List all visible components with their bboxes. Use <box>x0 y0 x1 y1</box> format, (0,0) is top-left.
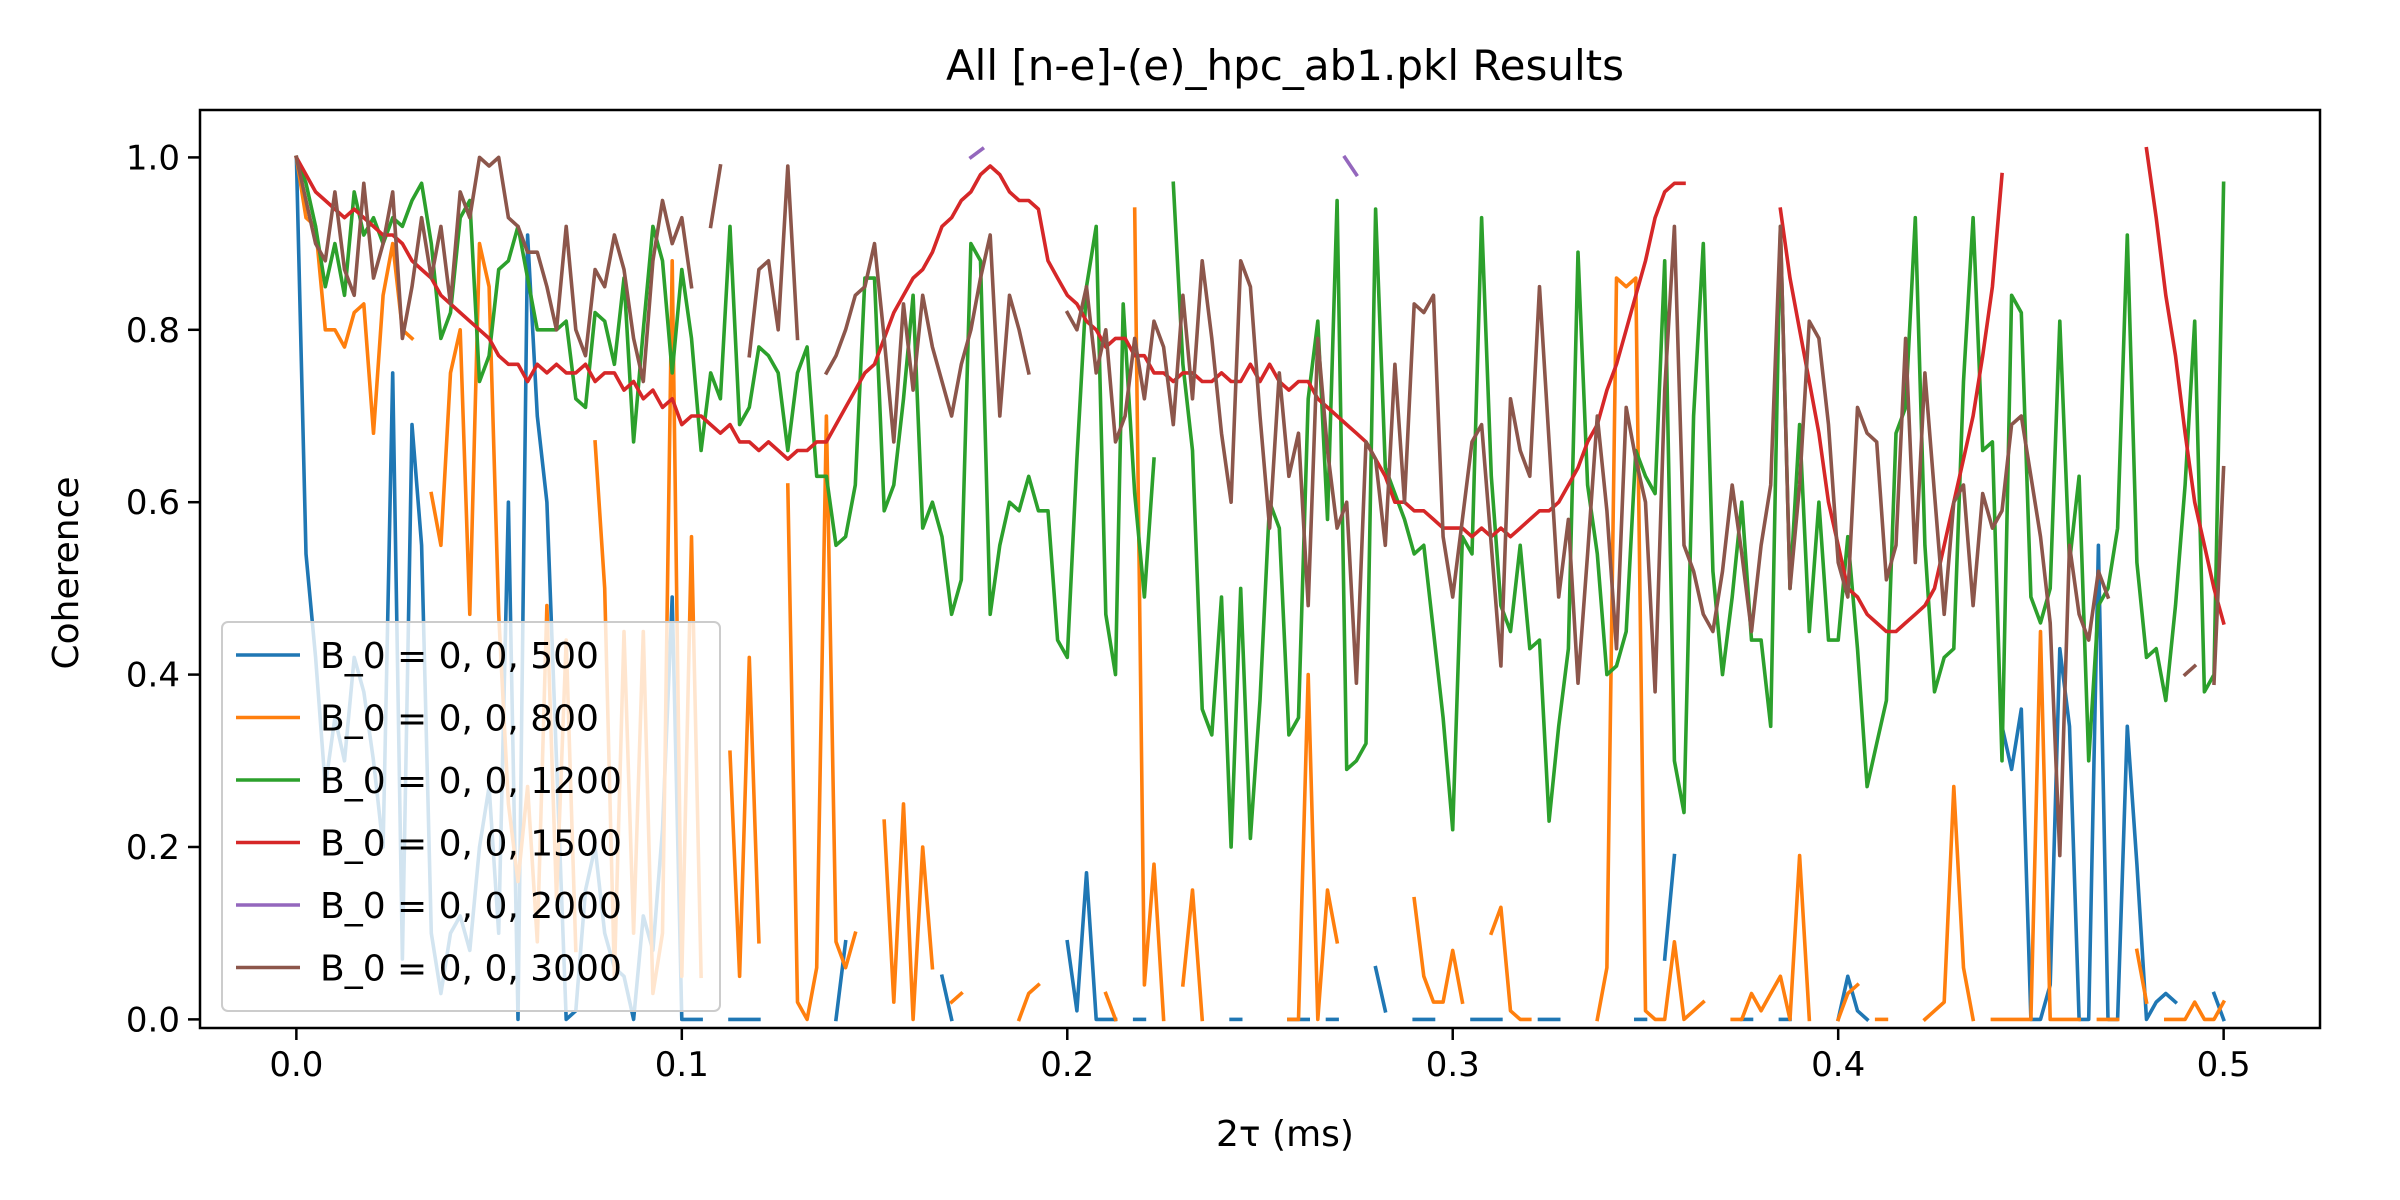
series-1-line-segment <box>1662 853 1677 961</box>
series-2-line-segment <box>1922 784 1976 1022</box>
legend: B_0 = 0, 0, 500 B_0 = 0, 0, 800 B_0 = 0, 0… <box>221 621 721 1012</box>
x-tick-label: 0.0 <box>269 1045 323 1085</box>
series-3-line-segment <box>294 155 1156 677</box>
x-axis-label: 2τ (ms) <box>1216 1114 1354 1155</box>
series-6-line-segment <box>708 163 723 229</box>
series-4 <box>293 146 2226 634</box>
series-1-line-segment <box>1373 965 1388 1013</box>
series-2-line-segment <box>1595 276 1706 1022</box>
series-2-line-segment <box>1730 853 1812 1022</box>
series-2-line-segment <box>1132 207 1166 1022</box>
legend-label: B_0 = 0, 0, 500 <box>320 636 599 677</box>
series-1-line-segment <box>1065 870 1118 1022</box>
y-tick-label: 0.4 <box>126 656 180 696</box>
series-2-line-segment <box>1990 629 2081 1022</box>
tick-layer: 0.0 0.1 0.2 0.3 0.4 0.5 0.0 0.2 0.4 0.6 0.8 1.0 <box>126 138 2251 1085</box>
plot-frame <box>198 108 2322 1030</box>
series-2-line-segment <box>1835 982 1861 1022</box>
series-4-line-segment <box>2144 146 2226 626</box>
x-tick-label: 0.2 <box>1040 1045 1094 1085</box>
series-4-line-segment <box>1778 172 2004 634</box>
y-tick-label: 0.0 <box>126 1000 180 1040</box>
series-2-line-segment <box>1287 672 1340 1022</box>
legend-label: B_0 = 0, 0, 800 <box>320 699 599 740</box>
y-tick-label: 0.6 <box>126 483 180 523</box>
y-tick-label: 0.2 <box>126 828 180 868</box>
series-2-line-segment <box>949 990 964 1005</box>
legend-label: B_0 = 0, 0, 3000 <box>320 949 622 990</box>
series-2-line-segment <box>2164 999 2227 1022</box>
x-tick-label: 0.4 <box>1811 1045 1865 1085</box>
legend-label: B_0 = 0, 0, 1500 <box>320 824 622 865</box>
series-6-line-segment <box>1064 224 2111 858</box>
series-4-line-segment <box>293 154 1686 539</box>
series-6-line-segment <box>2182 663 2198 678</box>
y-axis-label: Coherence <box>46 476 87 669</box>
legend-label: B_0 = 0, 0, 2000 <box>320 886 622 927</box>
series-2-line-segment <box>1412 896 1465 1005</box>
series-5-line-segment <box>968 146 986 160</box>
chart-title: All [n-e]-(e)_hpc_ab1.pkl Results <box>946 41 1624 90</box>
x-tick-label: 0.5 <box>2197 1045 2251 1085</box>
y-tick-label: 1.0 <box>126 138 180 178</box>
series-6-line-segment <box>747 164 800 358</box>
series-1-line-segment <box>833 939 848 1022</box>
series-6-line-segment <box>2212 465 2226 686</box>
series-2-line-segment <box>1488 905 1532 1022</box>
series-6-line-segment <box>823 233 1031 444</box>
series-2-line-segment <box>1016 982 1041 1022</box>
legend-label: B_0 = 0, 0, 1200 <box>320 761 622 802</box>
series-1-line-segment <box>939 974 954 1022</box>
series-6-line-segment <box>294 155 694 384</box>
series-1-line-segment <box>2211 991 2226 1022</box>
series-2-line-segment <box>785 414 858 1022</box>
series-2-line-segment <box>1180 888 1205 1022</box>
x-tick-label: 0.1 <box>655 1045 709 1085</box>
x-tick-label: 0.3 <box>1426 1045 1480 1085</box>
series-2-line-segment <box>1103 991 1118 1022</box>
series-2-line-segment <box>882 802 935 1022</box>
series-2-line-segment <box>2134 948 2149 1005</box>
series-5-line-segment <box>1342 154 1359 178</box>
legend-box <box>221 621 721 1012</box>
series-6 <box>294 155 2226 858</box>
series-5 <box>968 146 1359 178</box>
series-2-line-segment <box>728 655 761 979</box>
y-tick-label: 0.8 <box>126 311 180 351</box>
series-1-line-segment <box>1836 974 1870 1022</box>
